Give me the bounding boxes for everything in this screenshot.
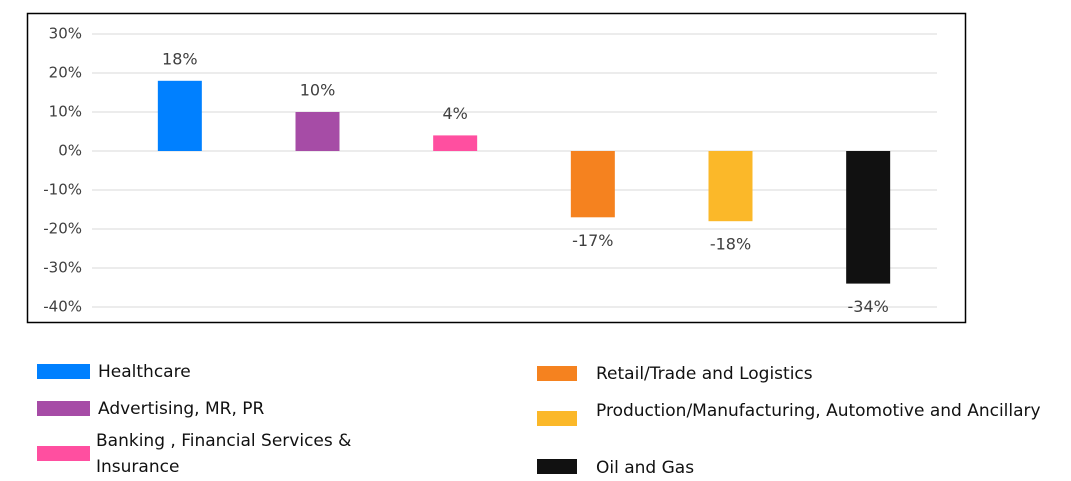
bar [708,151,753,222]
y-tick-label: 20% [49,64,82,82]
legend-label: Advertising, MR, PR [98,399,265,419]
legend-swatch [537,459,577,474]
bar [157,80,202,151]
y-tick-label: -40% [43,298,82,316]
legend-swatch [537,366,577,381]
y-tick-label: 10% [49,103,82,121]
bar [295,112,340,151]
legend-swatch [37,401,90,416]
bar [570,151,615,218]
data-label: -17% [572,231,613,250]
legend-swatch [37,446,90,461]
legend-label: Healthcare [98,362,191,382]
data-label: -34% [847,297,888,316]
y-tick-label: -30% [43,259,82,277]
legend-swatch [537,411,577,426]
y-tick-label: 0% [58,142,82,160]
legend-label: Retail/Trade and Logistics [596,364,813,384]
legend-label: Banking , Financial Services & Insurance [96,431,352,477]
legend-label: Production/Manufacturing, Automotive and… [596,401,1041,421]
y-tick-label: -10% [43,181,82,199]
data-label: 18% [162,49,198,68]
bar [846,151,891,284]
y-tick-label: 30% [49,25,82,43]
y-tick-label: -20% [43,220,82,238]
legend-label: Oil and Gas [596,458,695,478]
data-label: -18% [710,235,751,254]
data-label: 10% [300,81,336,100]
data-label: 4% [442,104,467,123]
chart: -40% -30% -20% -10% 0% 10% 20% 30% 18% 10% 4% -17% -… [26,12,967,324]
bar [433,135,478,151]
legend-swatch [37,364,90,379]
chart-frame [26,12,967,324]
